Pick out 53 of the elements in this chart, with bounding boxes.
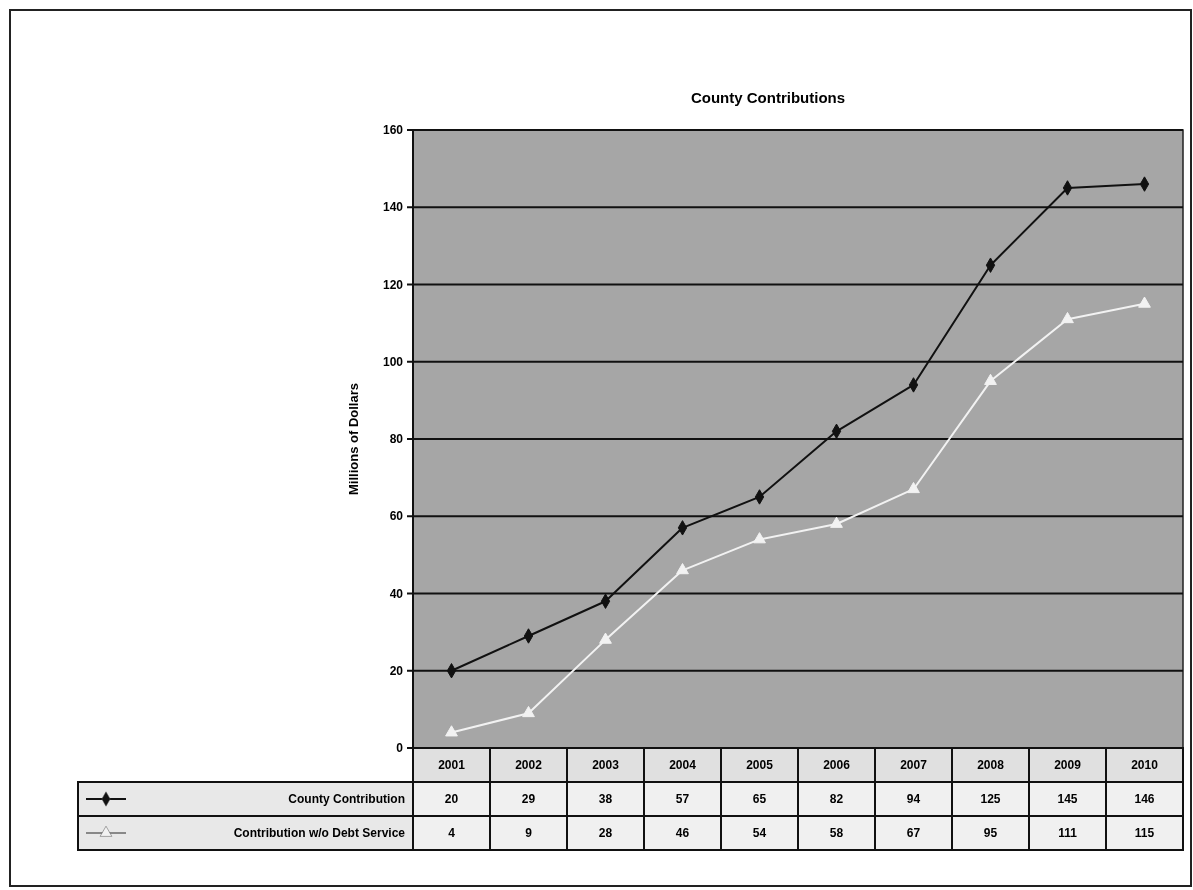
- data-label: 95: [983, 826, 998, 841]
- point: [753, 532, 766, 544]
- x-tick-label: 2005: [746, 758, 774, 773]
- data-label: 57: [675, 792, 690, 807]
- data-label: 111: [1058, 826, 1078, 841]
- x-tick-label: 2010: [1131, 758, 1159, 773]
- data-label: 125: [980, 792, 1001, 807]
- y-tick-label: 80: [389, 432, 404, 447]
- data-label: 82: [829, 792, 844, 807]
- y-tick-label: 60: [389, 509, 404, 524]
- point: [1061, 311, 1074, 324]
- data-label: 146: [1134, 792, 1155, 807]
- y-tick-label: 140: [382, 200, 404, 215]
- data-label: 20: [444, 792, 459, 807]
- data-label: 145: [1057, 792, 1078, 807]
- data-label: 28: [598, 826, 613, 841]
- text: County Contribution: [288, 792, 405, 807]
- text: Contribution w/o Debt Service: [233, 826, 406, 841]
- data-label: 54: [752, 826, 767, 841]
- x-tick-label: 2009: [1054, 758, 1082, 773]
- point: [445, 725, 458, 737]
- data-label: 4: [448, 826, 456, 841]
- y-tick-label: 120: [382, 277, 404, 292]
- data-label: 9: [525, 826, 533, 841]
- y-tick-label: 160: [382, 123, 404, 138]
- point: [907, 481, 920, 494]
- data-label: 94: [906, 792, 921, 807]
- y-tick-label: 20: [389, 663, 404, 678]
- data-label: 46: [675, 826, 690, 841]
- x-tick-label: 2007: [900, 758, 928, 773]
- point: [1138, 296, 1151, 308]
- y-tick-label: 40: [389, 586, 404, 601]
- x-tick-label: 2001: [438, 758, 466, 773]
- y-tick-label: 0: [396, 741, 404, 756]
- point: [599, 632, 612, 644]
- x-tick-label: 2006: [823, 758, 851, 773]
- y-axis-title: Millions of Dollars: [346, 383, 361, 495]
- point: [984, 373, 997, 385]
- y-tick-label: 100: [382, 354, 404, 369]
- x-tick-label: 2003: [592, 758, 620, 773]
- x-tick-label: 2002: [515, 758, 543, 773]
- point: [830, 516, 843, 528]
- x-tick-label: 2004: [669, 758, 697, 773]
- data-label: 38: [598, 792, 613, 807]
- point: [676, 563, 689, 575]
- data-label: 67: [906, 826, 921, 841]
- data-label: 29: [521, 792, 536, 807]
- data-label: 65: [752, 792, 767, 807]
- data-label: 58: [829, 826, 844, 841]
- x-tick-label: 2008: [977, 758, 1005, 773]
- chart-title: County Contributions: [690, 89, 846, 106]
- data-label: 115: [1134, 826, 1155, 841]
- point: [522, 705, 535, 718]
